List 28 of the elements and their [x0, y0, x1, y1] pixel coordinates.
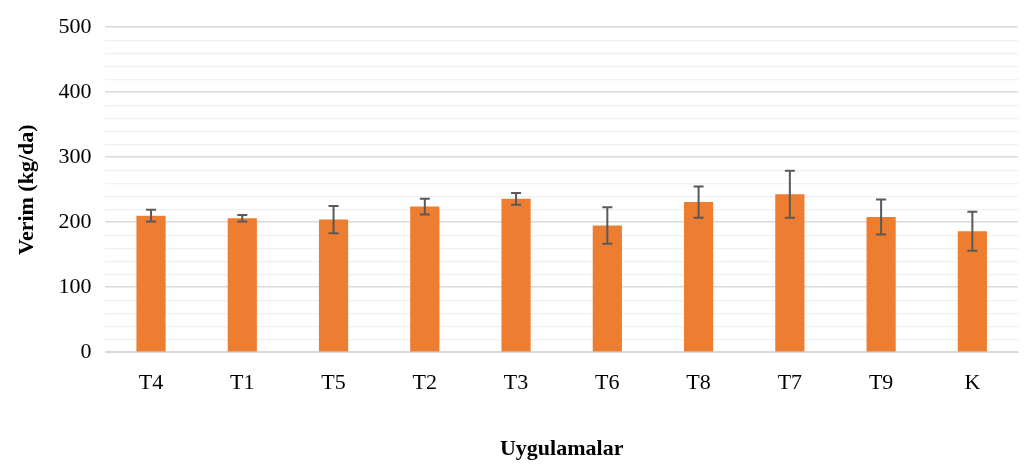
- bar: [227, 218, 257, 352]
- x-tick-label: T1: [230, 369, 255, 395]
- x-tick-label: K: [964, 369, 981, 395]
- y-tick-label: 200: [58, 207, 92, 233]
- y-tick-label: 100: [58, 272, 92, 298]
- bar: [318, 219, 349, 352]
- x-tick-label: T8: [686, 369, 711, 395]
- bar: [866, 217, 896, 352]
- x-tick-label: T9: [868, 369, 894, 395]
- bar: [592, 225, 622, 352]
- bar: [775, 194, 805, 352]
- y-tick-label: 400: [58, 77, 92, 103]
- x-tick-label: T2: [412, 369, 438, 395]
- bar: [957, 231, 987, 352]
- x-tick-label: T6: [595, 369, 620, 395]
- x-axis-title: Uygulamalar: [499, 435, 624, 461]
- x-tick-label: T4: [138, 369, 164, 395]
- bar: [136, 215, 166, 352]
- bar: [410, 206, 440, 352]
- x-tick-label: T3: [503, 369, 529, 395]
- x-tick-label: T5: [321, 369, 346, 395]
- bar: [683, 202, 714, 352]
- x-tick-label: T7: [777, 369, 803, 395]
- y-axis-title: Verim (kg/da): [12, 124, 38, 255]
- y-tick-label: 500: [58, 12, 92, 38]
- y-tick-label: 0: [80, 337, 92, 363]
- bar: [501, 198, 531, 352]
- y-tick-label: 300: [58, 142, 92, 168]
